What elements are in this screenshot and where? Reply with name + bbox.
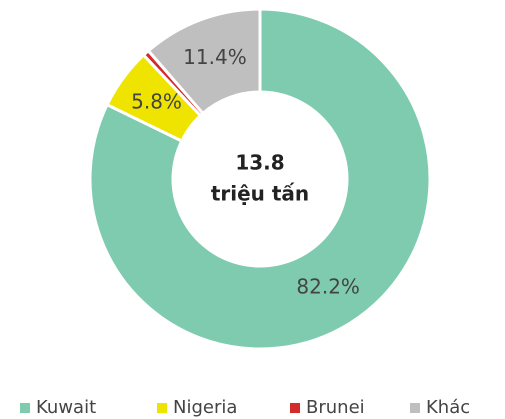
donut-slice xyxy=(146,7,262,116)
center-label: 13.8 xyxy=(235,151,284,175)
legend-label: Brunei xyxy=(306,397,365,418)
legend-label: Khác xyxy=(426,397,470,418)
legend-label: Nigeria xyxy=(173,397,237,418)
data-label: 11.4% xyxy=(183,45,247,69)
data-label: 5.8% xyxy=(131,89,182,113)
legend-label: Kuwait xyxy=(36,397,96,418)
legend-swatch xyxy=(20,403,30,413)
legend-swatch xyxy=(157,403,167,413)
center-label: triệu tấn xyxy=(211,182,309,206)
donut-slice xyxy=(88,7,432,351)
legend-swatch xyxy=(410,403,420,413)
data-label: 82.2% xyxy=(296,274,360,298)
legend-swatch xyxy=(290,403,300,413)
